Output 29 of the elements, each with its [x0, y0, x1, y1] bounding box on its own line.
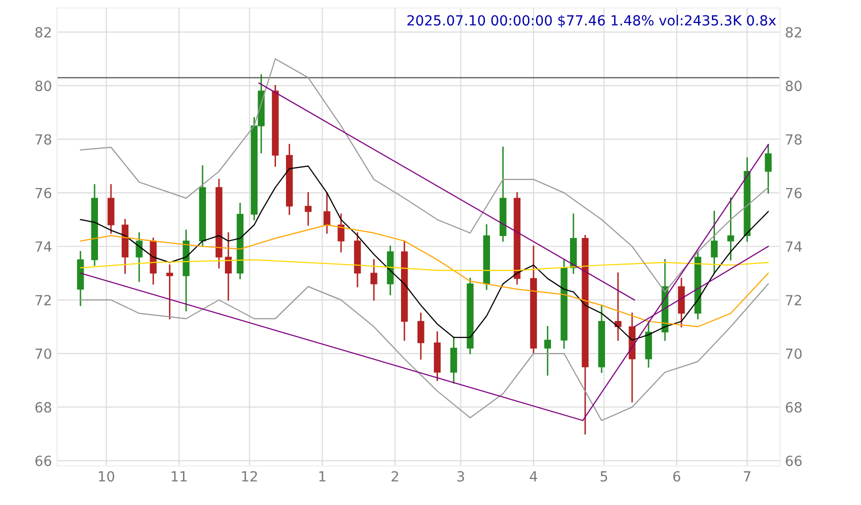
- y-tick-label: 74: [36, 242, 52, 252]
- x-tick-label: 10: [98, 471, 114, 482]
- x-tick-label: 5: [600, 471, 608, 482]
- y2-tick-label: 66: [786, 456, 802, 466]
- x-tick-label: 2: [392, 471, 398, 482]
- y-tick-label: 72: [36, 294, 51, 306]
- y2-tick-label: 82: [786, 27, 802, 38]
- chart-title: 2025.07.10 00:00:00 $77.46 1.48% vol:2435.3K 0.8x: [407, 14, 776, 28]
- y2-tick-label: 70: [786, 348, 802, 359]
- x-tick-label: 11: [172, 471, 187, 482]
- y-tick-label: 82: [35, 27, 51, 38]
- y-tick-label: 78: [36, 134, 52, 145]
- x-tick-label: 1: [319, 471, 326, 482]
- y2-tick-label: 80: [786, 80, 802, 92]
- y2-tick-label: 68: [786, 402, 802, 413]
- x-tick-label: 6: [673, 471, 680, 482]
- y-tick-label: 80: [35, 80, 52, 92]
- y2-tick-label: 78: [786, 134, 802, 145]
- y2-tick-label: 74: [786, 242, 802, 252]
- y-tick-label: 70: [36, 348, 52, 359]
- y-tick-label: 68: [35, 402, 52, 413]
- x-tick-label: 3: [457, 471, 464, 482]
- y-tick-label: 66: [35, 456, 52, 466]
- x-tick-label: 4: [530, 471, 538, 482]
- x-tick-label: 12: [242, 471, 257, 482]
- x-tick-label: 7: [744, 471, 750, 482]
- y2-tick-label: 76: [786, 188, 802, 198]
- y2-tick-label: 72: [786, 294, 802, 306]
- y-tick-label: 76: [36, 188, 52, 198]
